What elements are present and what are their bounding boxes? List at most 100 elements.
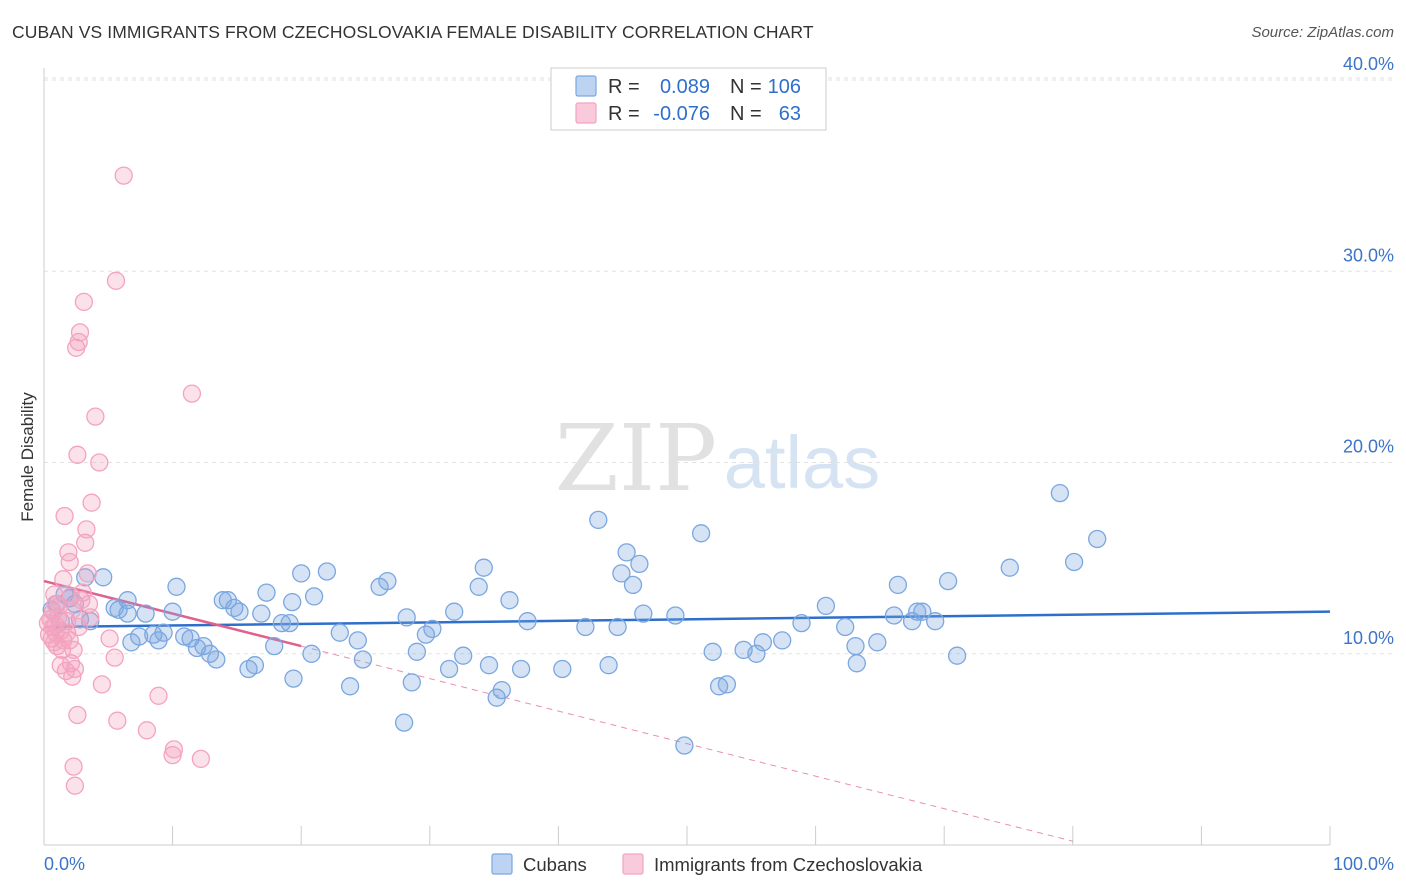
series-cubans	[42, 483, 1107, 755]
cubans-point-71	[599, 656, 618, 675]
cubans-point-34	[252, 604, 271, 623]
cubans-point-64	[492, 680, 511, 700]
czech-point-31	[70, 323, 90, 342]
cubans-point-95	[888, 575, 908, 595]
cubans-point-61	[474, 558, 493, 577]
cubans-point-81	[703, 642, 722, 661]
cubans-point-15	[130, 627, 149, 646]
cubans-point-58	[445, 602, 464, 621]
cubans-point-9	[94, 568, 113, 587]
cubans-point-77	[634, 604, 653, 623]
czech-point-62	[69, 617, 88, 637]
cubans-point-65	[500, 591, 519, 610]
cubans-point-90	[836, 617, 855, 637]
cubans-point-37	[272, 613, 292, 633]
czech-point-38	[79, 594, 99, 614]
watermark-atlas: atlas	[724, 421, 880, 504]
cubans-point-50	[378, 571, 397, 591]
cubans-point-72	[608, 617, 627, 637]
legend-cubans-label: Cubans	[523, 854, 587, 875]
cubans-point-47	[348, 631, 367, 650]
cubans-r-value: 0.089	[660, 76, 710, 98]
cubans-point-103	[1050, 483, 1070, 503]
cubans-point-101	[947, 646, 967, 665]
cubans-point-43	[304, 587, 324, 606]
czech-point-42	[92, 675, 112, 694]
cubans-point-93	[868, 633, 887, 652]
czech-point-36	[77, 520, 96, 539]
cubans-point-74	[617, 543, 636, 562]
cubans-point-68	[553, 659, 572, 679]
czech-point-40	[86, 407, 105, 426]
cubans-point-54	[407, 642, 427, 661]
cubans-point-62	[479, 656, 499, 675]
cubans-point-97	[908, 602, 927, 621]
czech-point-45	[106, 271, 126, 290]
x-tick-label-max: 100.0%	[1333, 854, 1394, 874]
cubans-point-39	[283, 592, 302, 612]
cubans-swatch	[575, 75, 597, 97]
cubans-point-98	[913, 602, 932, 621]
cubans-point-36	[265, 636, 284, 656]
czech-point-44	[105, 648, 124, 667]
cubans-point-67	[518, 612, 537, 631]
cubans-point-91	[846, 636, 865, 656]
czech-point-39	[82, 493, 101, 512]
cubans-point-20	[163, 602, 182, 621]
czech-point-35	[76, 533, 95, 552]
cubans-point-16	[136, 604, 155, 623]
cubans-point-75	[623, 575, 643, 595]
cubans-point-80	[691, 524, 711, 543]
cubans-point-33	[245, 656, 265, 675]
cubans-point-40	[284, 669, 303, 688]
cubans-point-19	[154, 623, 173, 642]
czech-swatch	[575, 102, 597, 124]
cubans-point-42	[302, 644, 321, 663]
y-tick-label-30: 30.0%	[1343, 245, 1394, 265]
watermark-zip: ZIP	[555, 405, 717, 512]
axes: 10.0% 20.0% 30.0% 40.0%	[43, 54, 1394, 846]
cubans-point-53	[402, 673, 421, 692]
cubans-point-79	[675, 736, 694, 755]
cubans-point-51	[394, 713, 414, 732]
cubans-point-46	[340, 677, 360, 696]
czech-point-54	[64, 757, 83, 776]
czech-point-52	[182, 384, 202, 403]
cubans-point-99	[926, 612, 945, 631]
czech-point-53	[191, 749, 211, 769]
czech-r-label: R =	[608, 103, 640, 125]
cubans-point-100	[938, 571, 958, 591]
czech-point-48	[137, 721, 157, 740]
czech-r-value: -0.076	[653, 103, 710, 125]
czech-point-57	[63, 667, 82, 686]
cubans-n-label: N =	[730, 76, 762, 98]
czech-point-61	[57, 623, 77, 642]
cubans-point-44	[317, 562, 337, 581]
czech-point-17	[55, 506, 74, 526]
cubans-point-12	[118, 604, 137, 623]
cubans-point-52	[397, 608, 416, 627]
legend-cubans-swatch	[491, 853, 513, 875]
cubans-point-102	[1000, 558, 1019, 577]
cubans-point-66	[511, 659, 531, 679]
czech-n-value: 63	[779, 103, 801, 125]
czech-point-16	[54, 570, 73, 589]
cubans-point-45	[330, 623, 349, 642]
cubans-point-57	[439, 659, 459, 679]
legend-czech-swatch	[622, 853, 644, 875]
czech-point-21	[60, 552, 79, 572]
x-tick-label-min: 0.0%	[44, 854, 85, 874]
czech-point-30	[69, 332, 88, 352]
czech-point-46	[108, 711, 127, 730]
czech-point-20	[59, 543, 78, 562]
cubans-n-value: 106	[768, 76, 801, 98]
source-label: Source: ZipAtlas.com	[1251, 24, 1394, 41]
czech-point-33	[73, 583, 92, 602]
data-points	[38, 166, 1107, 795]
cubans-r-label: R =	[608, 76, 640, 98]
cubans-point-92	[847, 654, 866, 673]
cubans-point-59	[454, 646, 473, 665]
gridlines	[44, 77, 1394, 655]
czech-point-23	[61, 587, 81, 606]
